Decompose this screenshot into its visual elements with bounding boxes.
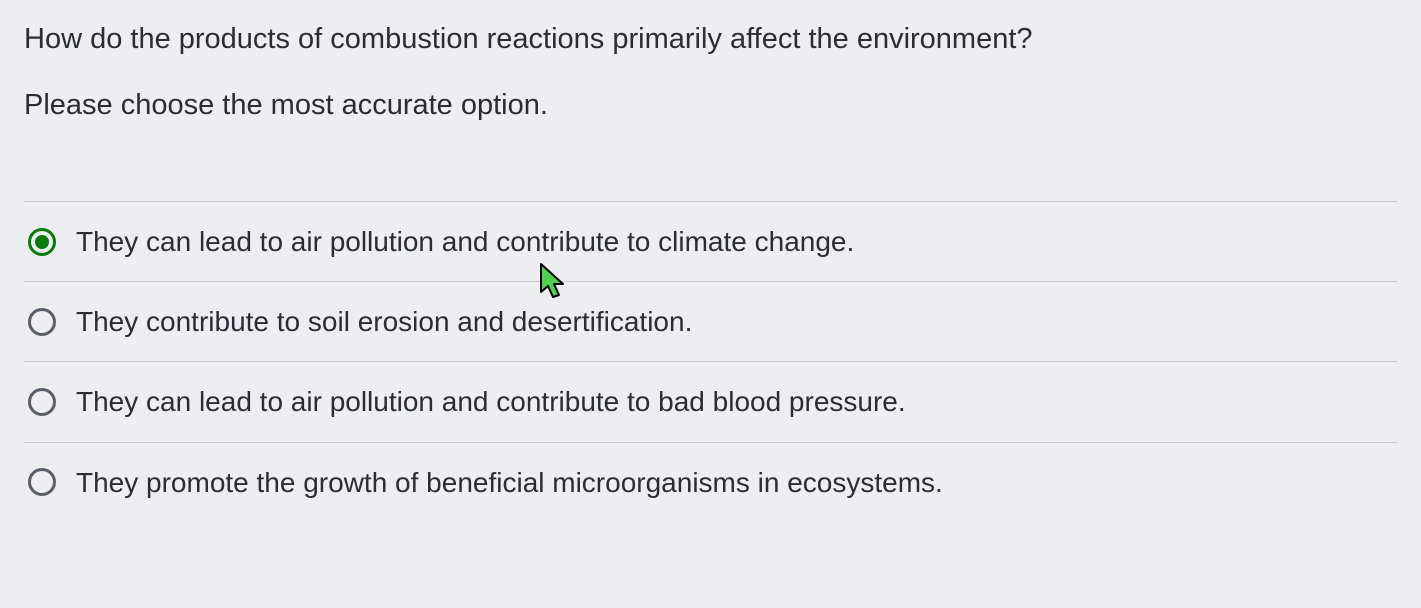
option-row-2[interactable]: They can lead to air pollution and contr…	[24, 361, 1397, 441]
options-container: They can lead to air pollution and contr…	[24, 201, 1397, 522]
instruction-text: Please choose the most accurate option.	[24, 84, 1397, 128]
option-label: They contribute to soil erosion and dese…	[76, 302, 692, 341]
option-label: They can lead to air pollution and contr…	[76, 382, 906, 421]
option-row-1[interactable]: They contribute to soil erosion and dese…	[24, 281, 1397, 361]
radio-button-1[interactable]	[28, 308, 56, 336]
option-label: They promote the growth of beneficial mi…	[76, 463, 943, 502]
radio-inner-icon	[35, 235, 49, 249]
radio-button-3[interactable]	[28, 468, 56, 496]
option-row-3[interactable]: They promote the growth of beneficial mi…	[24, 442, 1397, 522]
option-row-0[interactable]: They can lead to air pollution and contr…	[24, 201, 1397, 281]
question-text: How do the products of combustion reacti…	[24, 18, 1397, 62]
radio-button-0[interactable]	[28, 228, 56, 256]
radio-button-2[interactable]	[28, 388, 56, 416]
option-label: They can lead to air pollution and contr…	[76, 222, 854, 261]
